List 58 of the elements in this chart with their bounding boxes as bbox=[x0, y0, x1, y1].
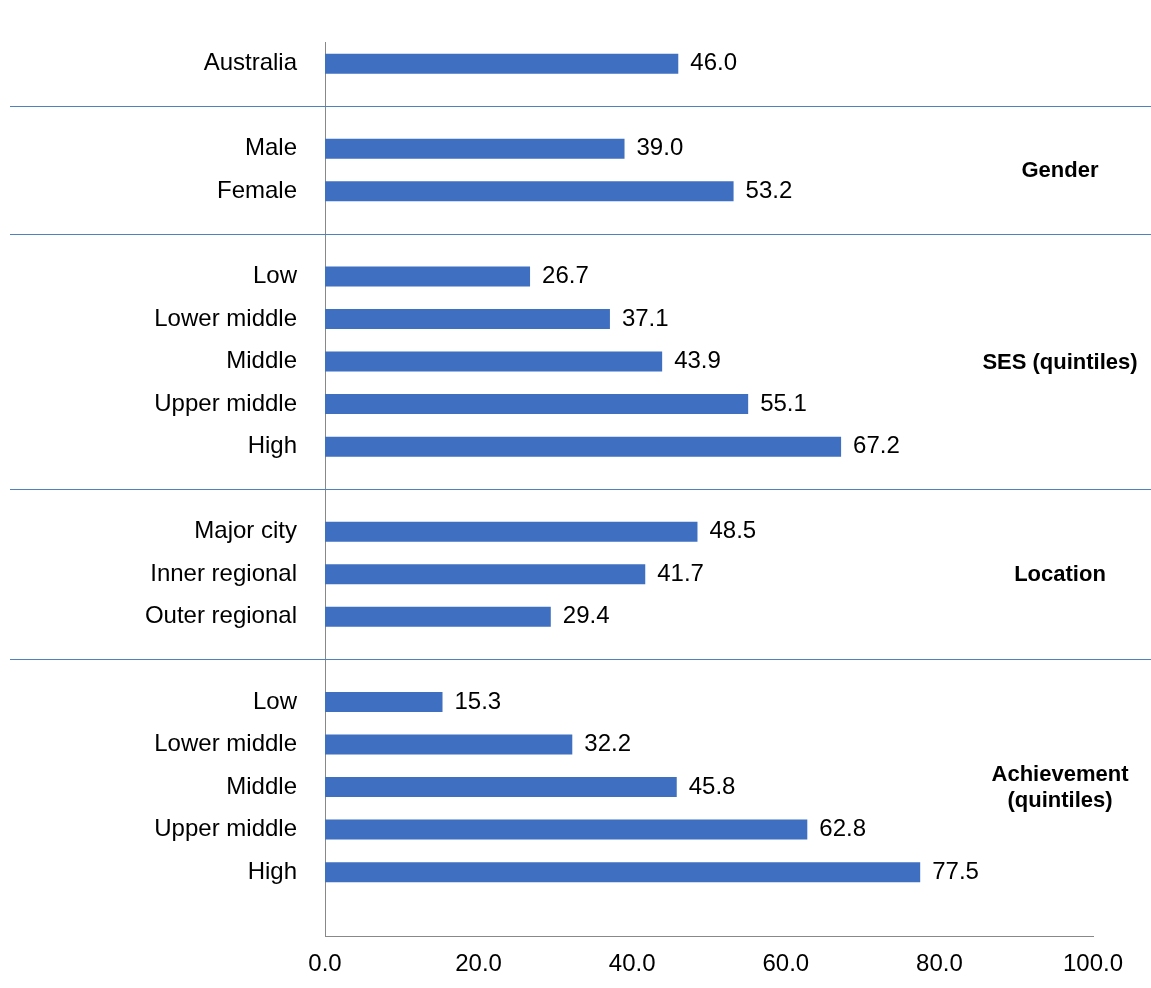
y-tick-label: Middle bbox=[226, 346, 297, 374]
bar bbox=[325, 436, 842, 457]
data-label: 39.0 bbox=[636, 133, 684, 161]
data-label: 77.5 bbox=[932, 856, 979, 884]
bar bbox=[325, 394, 749, 415]
annotation: Achievement (quintiles) bbox=[990, 761, 1130, 814]
bar bbox=[325, 521, 698, 542]
x-tick-label: 60.0 bbox=[762, 949, 810, 977]
bar bbox=[325, 138, 625, 159]
y-tick-label: Major city bbox=[194, 516, 297, 544]
y-tick-label: Low bbox=[252, 686, 298, 714]
bar bbox=[325, 734, 573, 755]
y-tick-label: Low bbox=[252, 261, 298, 289]
y-tick-label: Male bbox=[244, 133, 297, 161]
data-label: 62.8 bbox=[819, 814, 867, 842]
x-tick-label: 40.0 bbox=[608, 949, 656, 977]
data-label: 32.2 bbox=[584, 729, 632, 757]
bar bbox=[325, 777, 677, 798]
x-tick-label: 80.0 bbox=[916, 949, 963, 977]
data-label: 15.3 bbox=[454, 686, 502, 714]
data-label: 48.5 bbox=[709, 516, 757, 544]
annotation: Location bbox=[1013, 561, 1107, 588]
bar bbox=[325, 564, 646, 585]
y-tick-label: High bbox=[247, 856, 297, 884]
bar bbox=[325, 53, 679, 74]
annotation: Gender bbox=[1020, 157, 1100, 184]
bar bbox=[325, 862, 921, 883]
bar bbox=[325, 181, 734, 202]
data-label: 55.1 bbox=[760, 388, 807, 416]
y-tick-label: Female bbox=[216, 175, 297, 203]
data-label: 46.0 bbox=[690, 48, 737, 76]
data-label: 43.9 bbox=[674, 346, 721, 374]
bar bbox=[325, 351, 663, 372]
bar bbox=[325, 308, 610, 329]
data-label: 67.2 bbox=[853, 431, 900, 459]
y-tick-label: Upper middle bbox=[154, 814, 297, 842]
y-tick-label: Lower middle bbox=[154, 729, 297, 757]
data-label: 45.8 bbox=[688, 771, 736, 799]
y-tick-label: Outer regional bbox=[144, 601, 297, 629]
y-tick-label: Upper middle bbox=[154, 388, 297, 416]
bar bbox=[325, 606, 551, 627]
data-label: 53.2 bbox=[745, 175, 793, 203]
x-tick-label: 0.0 bbox=[308, 949, 342, 977]
y-tick-label: Lower middle bbox=[154, 303, 297, 331]
bar bbox=[325, 819, 808, 840]
x-tick-label: 100.0 bbox=[1062, 949, 1124, 977]
data-label: 29.4 bbox=[562, 601, 610, 629]
x-tick-label: 20.0 bbox=[455, 949, 502, 977]
data-label: 41.7 bbox=[657, 558, 704, 586]
y-tick-label: High bbox=[247, 431, 297, 459]
bar bbox=[325, 266, 531, 287]
y-tick-label: Inner regional bbox=[150, 558, 297, 586]
data-label: 26.7 bbox=[542, 261, 589, 289]
bar bbox=[325, 691, 443, 712]
annotation: SES (quintiles) bbox=[981, 348, 1139, 375]
y-tick-label: Australia bbox=[203, 48, 298, 76]
y-tick-label: Middle bbox=[226, 771, 297, 799]
data-label: 37.1 bbox=[621, 303, 669, 331]
